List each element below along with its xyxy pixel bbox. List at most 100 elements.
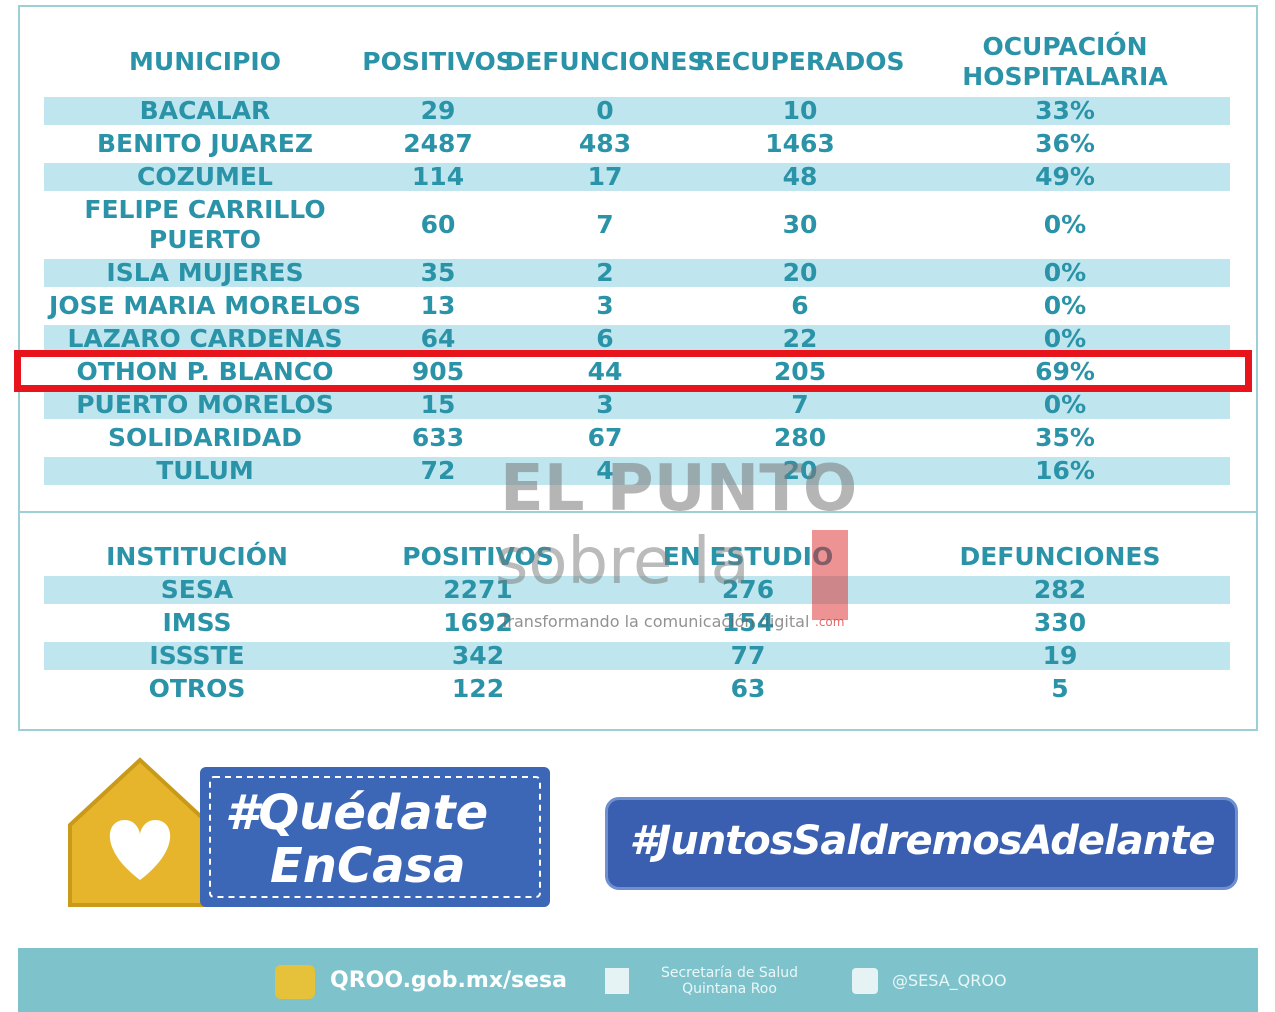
row-stripe bbox=[44, 97, 1230, 125]
data-cell: 276 bbox=[721, 575, 775, 604]
data-cell: 63 bbox=[730, 674, 766, 703]
juntos-text: #JuntosSaldremosAdelante bbox=[629, 818, 1216, 864]
data-cell: 280 bbox=[773, 423, 827, 452]
data-cell: 67 bbox=[587, 423, 623, 452]
data-cell: 282 bbox=[1033, 575, 1087, 604]
municipio-name: OTHON P. BLANCO bbox=[76, 357, 334, 386]
house-icon bbox=[68, 757, 212, 907]
tag-stitch bbox=[209, 776, 541, 898]
table-frame bbox=[18, 511, 1258, 731]
data-cell: 44 bbox=[587, 357, 623, 386]
data-cell: 35% bbox=[1035, 423, 1095, 452]
data-cell: 0% bbox=[1043, 258, 1087, 287]
row-stripe bbox=[44, 576, 1230, 604]
municipio-name: PUERTO MORELOS bbox=[76, 390, 334, 419]
institucion-name: SESA bbox=[160, 575, 234, 604]
data-cell: 16% bbox=[1035, 456, 1095, 485]
data-cell: 342 bbox=[451, 641, 505, 670]
data-cell: 77 bbox=[730, 641, 766, 670]
institucion-name: OTROS bbox=[148, 674, 246, 703]
data-cell: 1692 bbox=[443, 608, 513, 637]
data-cell: 0% bbox=[1043, 324, 1087, 353]
municipio-name: SOLIDARIDAD bbox=[108, 423, 302, 452]
data-cell: 30 bbox=[782, 210, 818, 239]
qroo-logo bbox=[275, 965, 315, 999]
municipio-name: TULUM bbox=[156, 456, 254, 485]
data-cell: 4 bbox=[596, 456, 614, 485]
data-cell: 1463 bbox=[765, 129, 835, 158]
data-cell: 7 bbox=[596, 210, 614, 239]
data-cell: 122 bbox=[451, 674, 505, 703]
watermark-i bbox=[812, 530, 848, 620]
data-cell: 48 bbox=[782, 162, 818, 191]
footer-facebook: Secretaría de Salud Quintana Roo bbox=[660, 965, 799, 997]
data-cell: 905 bbox=[411, 357, 465, 386]
data-cell: 60 bbox=[420, 210, 456, 239]
data-cell: 5 bbox=[1051, 674, 1069, 703]
facebook-icon bbox=[605, 968, 629, 994]
header-cell: RECUPERADOS bbox=[695, 47, 905, 76]
row-stripe bbox=[44, 325, 1230, 353]
data-cell: 36% bbox=[1035, 129, 1095, 158]
tag-shape bbox=[200, 767, 550, 907]
municipio-name: JOSE MARIA MORELOS bbox=[49, 291, 361, 320]
data-cell: 6 bbox=[596, 324, 614, 353]
municipio-name: LAZARO CARDENAS bbox=[67, 324, 343, 353]
header-cell: DEFUNCIONES bbox=[504, 47, 706, 76]
data-cell: 483 bbox=[578, 129, 632, 158]
data-cell: 3 bbox=[596, 291, 614, 320]
footer-twitter: @SESA_QROO bbox=[892, 971, 1007, 990]
row-stripe bbox=[44, 391, 1230, 419]
data-cell: 0 bbox=[596, 96, 614, 125]
data-cell: 15 bbox=[420, 390, 456, 419]
data-cell: 330 bbox=[1033, 608, 1087, 637]
quedate-line1: #Quédate bbox=[225, 785, 489, 841]
data-cell: 2487 bbox=[403, 129, 473, 158]
header-cell: OCUPACIÓN HOSPITALARIA bbox=[962, 32, 1168, 91]
data-cell: 3 bbox=[596, 390, 614, 419]
data-cell: 633 bbox=[411, 423, 465, 452]
municipio-name: BACALAR bbox=[139, 96, 271, 125]
quedate-banner bbox=[68, 757, 550, 907]
data-cell: 20 bbox=[782, 258, 818, 287]
data-cell: 20 bbox=[782, 456, 818, 485]
watermark-tagline: Transformando la comunicación digital bbox=[500, 612, 810, 631]
data-cell: 22 bbox=[782, 324, 818, 353]
watermark-sub: sobre la bbox=[495, 525, 750, 599]
data-cell: 6 bbox=[791, 291, 809, 320]
header-cell: INSTITUCIÓN bbox=[106, 542, 288, 571]
row-stripe bbox=[44, 457, 1230, 485]
data-cell: 17 bbox=[587, 162, 623, 191]
data-cell: 0% bbox=[1043, 291, 1087, 320]
header-cell: POSITIVOS bbox=[402, 542, 554, 571]
data-cell: 35 bbox=[420, 258, 456, 287]
data-cell: 64 bbox=[420, 324, 456, 353]
institucion-name: IMSS bbox=[162, 608, 232, 637]
data-cell: 33% bbox=[1035, 96, 1095, 125]
data-cell: 72 bbox=[420, 456, 456, 485]
footer-website: QROO.gob.mx/sesa bbox=[330, 968, 567, 993]
data-cell: 2271 bbox=[443, 575, 513, 604]
row-stripe bbox=[44, 259, 1230, 287]
institucion-name: ISSSTE bbox=[149, 641, 245, 670]
highlight-box bbox=[14, 350, 1252, 392]
data-cell: 19 bbox=[1042, 641, 1078, 670]
municipio-name: COZUMEL bbox=[137, 162, 273, 191]
data-cell: 0% bbox=[1043, 210, 1087, 239]
juntos-banner bbox=[605, 797, 1238, 890]
twitter-icon bbox=[852, 968, 878, 994]
municipio-name: BENITO JUAREZ bbox=[96, 129, 313, 158]
data-cell: 205 bbox=[773, 357, 827, 386]
footer bbox=[18, 948, 1258, 1012]
data-cell: 7 bbox=[791, 390, 809, 419]
data-cell: 154 bbox=[721, 608, 775, 637]
data-cell: 29 bbox=[420, 96, 456, 125]
heart-icon bbox=[109, 820, 171, 880]
header-cell: DEFUNCIONES bbox=[959, 542, 1161, 571]
municipio-name: ISLA MUJERES bbox=[106, 258, 304, 287]
data-cell: 10 bbox=[782, 96, 818, 125]
data-cell: 0% bbox=[1043, 390, 1087, 419]
watermark-brand: EL PUNTO bbox=[500, 452, 858, 526]
header-cell: MUNICIPIO bbox=[129, 47, 281, 76]
